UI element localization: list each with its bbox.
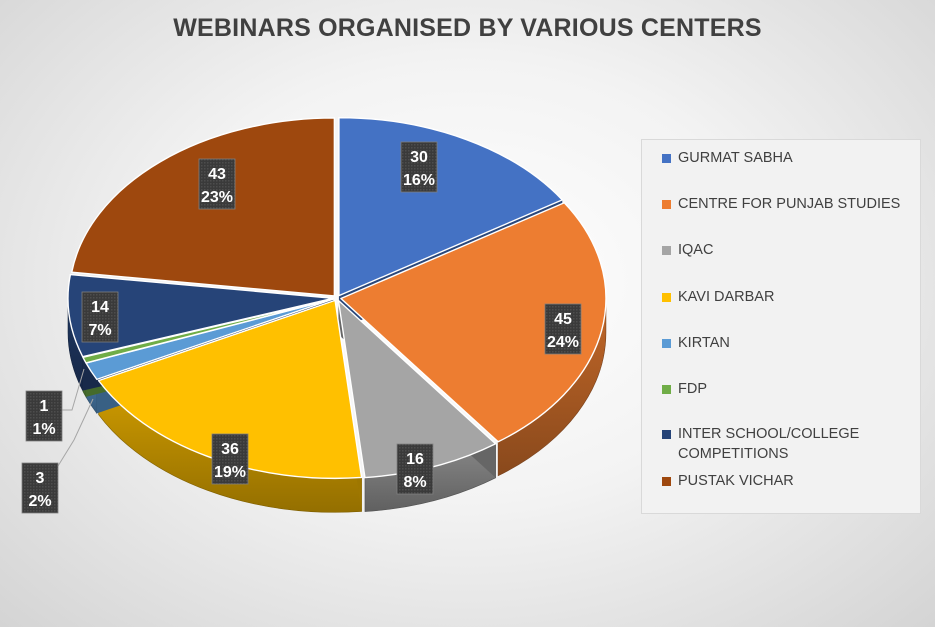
leader-lines — [57, 368, 94, 467]
data-label-box — [396, 443, 434, 495]
data-label-percent: 7% — [88, 322, 111, 339]
data-label-fdp: 11% — [25, 390, 63, 442]
data-label-value: 3 — [36, 470, 45, 487]
leader-line-fdp — [62, 368, 85, 411]
pie-slice-gurmat-sabha — [338, 116, 563, 297]
data-label-kirtan: 32% — [21, 462, 59, 514]
data-label-percent: 23% — [201, 189, 233, 206]
data-label-percent: 1% — [32, 421, 55, 438]
data-label-box — [544, 303, 582, 355]
legend-swatch — [662, 339, 671, 348]
data-label-box — [400, 141, 438, 193]
data-label-value: 30 — [410, 149, 428, 166]
data-label-iqac: 168% — [396, 443, 434, 495]
data-label-value: 45 — [554, 311, 572, 328]
pie-slices — [67, 116, 607, 480]
chart-title: WEBINARS ORGANISED BY VARIOUS CENTERS — [173, 14, 762, 42]
legend: GURMAT SABHA CENTRE FOR PUNJAB STUDIES IQA… — [641, 139, 921, 514]
data-label-box — [211, 433, 249, 485]
legend-swatch — [662, 246, 671, 255]
legend-label: KAVI DARBAR — [678, 289, 775, 305]
legend-label: CENTRE FOR PUNJAB STUDIES — [678, 196, 901, 212]
pie-slice-kavi-darbar — [97, 299, 363, 480]
data-label-value: 14 — [91, 299, 109, 316]
data-label-percent: 24% — [547, 334, 579, 351]
legend-label: PUSTAK VICHAR — [678, 473, 794, 489]
legend-swatch — [662, 293, 671, 302]
pie-slice-iqac — [337, 299, 497, 479]
legend-swatch — [662, 154, 671, 163]
data-label-percent: 2% — [28, 493, 51, 510]
data-label-box — [198, 158, 236, 210]
legend-swatch — [662, 200, 671, 209]
legend-label: INTER SCHOOL/COLLEGE COMPETITIONS — [678, 426, 860, 462]
data-label-percent: 16% — [403, 172, 435, 189]
data-label-inter-school-college-competitions: 147% — [81, 291, 119, 343]
legend-swatch — [662, 430, 671, 439]
data-label-box — [25, 390, 63, 442]
pie-slice-inter-school-college-competitions — [67, 273, 334, 358]
data-label-value: 43 — [208, 166, 226, 183]
pie-slice-centre-for-punjab-studies — [340, 202, 607, 443]
legend-label: FDP — [678, 381, 707, 397]
data-label-value: 36 — [221, 441, 239, 458]
legend-label: KIRTAN — [678, 335, 730, 351]
legend-label: GURMAT SABHA — [678, 150, 793, 166]
data-label-percent: 8% — [403, 474, 426, 491]
data-label-percent: 19% — [214, 464, 246, 481]
data-label-value: 16 — [406, 451, 424, 468]
leader-line-kirtan — [57, 398, 94, 467]
legend-swatch — [662, 477, 671, 486]
data-label-value: 1 — [40, 398, 49, 415]
legend-swatch — [662, 385, 671, 394]
data-label-box — [21, 462, 59, 514]
legend-label: IQAC — [678, 242, 714, 258]
data-label-box — [81, 291, 119, 343]
